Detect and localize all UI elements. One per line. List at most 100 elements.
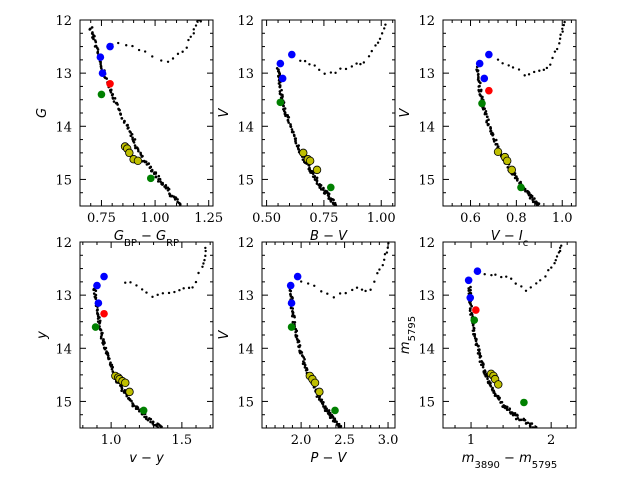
- star-point: [149, 420, 152, 424]
- giant-point: [561, 27, 564, 30]
- star-point: [120, 389, 123, 393]
- star-point: [277, 74, 280, 78]
- giant-point: [555, 255, 559, 258]
- star-point: [92, 292, 96, 295]
- star-point: [278, 72, 282, 76]
- star-point: [471, 329, 475, 332]
- star-point: [298, 345, 301, 349]
- giant-point: [558, 249, 562, 253]
- y-tick-label: 14: [418, 120, 435, 135]
- giant-point: [151, 55, 154, 58]
- y-tick-label: 14: [55, 120, 72, 135]
- giant-point: [500, 275, 503, 279]
- giant-point: [308, 63, 311, 66]
- giant-point: [544, 275, 547, 278]
- data-points: [475, 20, 566, 206]
- star-point: [296, 145, 300, 149]
- green-star-marker: [91, 323, 100, 331]
- y-tick-label: 15: [418, 173, 435, 188]
- star-point: [128, 398, 132, 401]
- star-point: [315, 176, 319, 180]
- giant-point: [562, 23, 565, 27]
- star-point: [283, 107, 287, 110]
- star-point: [130, 399, 133, 403]
- star-point: [110, 367, 114, 371]
- star-point: [96, 317, 100, 320]
- star-point: [489, 384, 493, 388]
- yellow-star-marker: [125, 148, 134, 158]
- star-point: [524, 189, 527, 193]
- star-point: [94, 297, 98, 301]
- giant-point: [182, 287, 185, 290]
- giant-point: [535, 282, 538, 285]
- yellow-star-marker: [305, 156, 315, 166]
- star-point: [337, 425, 341, 428]
- giant-point: [555, 47, 559, 51]
- star-point: [515, 179, 519, 182]
- star-point: [327, 410, 331, 414]
- star-point: [102, 340, 106, 343]
- green-star-marker: [326, 183, 335, 192]
- giant-point: [140, 288, 144, 291]
- star-point: [282, 104, 285, 108]
- star-point: [523, 418, 527, 422]
- giant-point: [355, 62, 358, 65]
- star-point: [315, 182, 319, 185]
- star-point: [289, 123, 292, 126]
- star-point: [278, 85, 282, 89]
- star-point: [123, 119, 126, 123]
- star-point: [101, 331, 104, 335]
- blue-star-marker: [287, 299, 296, 307]
- giant-point: [167, 291, 171, 295]
- blue-star-marker: [276, 59, 285, 68]
- x-tick-label: 0.50: [252, 211, 281, 226]
- y-tick-label: 14: [418, 342, 435, 357]
- x-tick-label: 2.0: [291, 433, 312, 448]
- star-point: [479, 89, 483, 93]
- blue-star-marker: [286, 281, 295, 290]
- giant-point: [511, 66, 515, 69]
- giant-point: [194, 24, 198, 27]
- giant-point: [187, 286, 191, 290]
- yellow-star-marker: [507, 165, 516, 175]
- star-point: [157, 174, 161, 178]
- star-point: [324, 405, 327, 408]
- giant-point: [369, 288, 372, 291]
- y-axis-label: m5795: [398, 316, 418, 354]
- star-point: [485, 120, 488, 124]
- star-point: [339, 424, 343, 428]
- star-point: [516, 414, 519, 417]
- yellow-star-marker: [310, 378, 320, 388]
- star-point: [99, 62, 102, 66]
- giant-point: [551, 56, 554, 60]
- giant-point: [299, 59, 302, 63]
- star-point: [160, 425, 163, 428]
- star-point: [323, 192, 327, 195]
- giant-point: [563, 20, 566, 24]
- star-point: [178, 203, 182, 206]
- giant-point: [351, 288, 354, 292]
- giant-point: [355, 286, 359, 289]
- giant-point: [135, 284, 138, 287]
- star-point: [488, 382, 492, 386]
- green-star-marker: [470, 316, 479, 324]
- star-point: [472, 327, 476, 330]
- star-point: [88, 27, 92, 31]
- star-point: [284, 114, 287, 118]
- star-point: [317, 396, 321, 399]
- blue-star-marker: [100, 272, 108, 281]
- blue-star-marker: [93, 281, 101, 290]
- giant-point: [201, 265, 204, 268]
- star-point: [132, 404, 136, 407]
- red-star-marker: [472, 306, 480, 314]
- star-point: [109, 90, 113, 94]
- star-point: [514, 413, 517, 417]
- giant-point: [350, 65, 354, 68]
- giant-point: [558, 246, 562, 249]
- x-tick-label: 1.00: [367, 211, 396, 226]
- x-tick-label: 2.5: [334, 433, 355, 448]
- axes-frame: [79, 19, 214, 207]
- y-tick-label: 15: [237, 173, 254, 188]
